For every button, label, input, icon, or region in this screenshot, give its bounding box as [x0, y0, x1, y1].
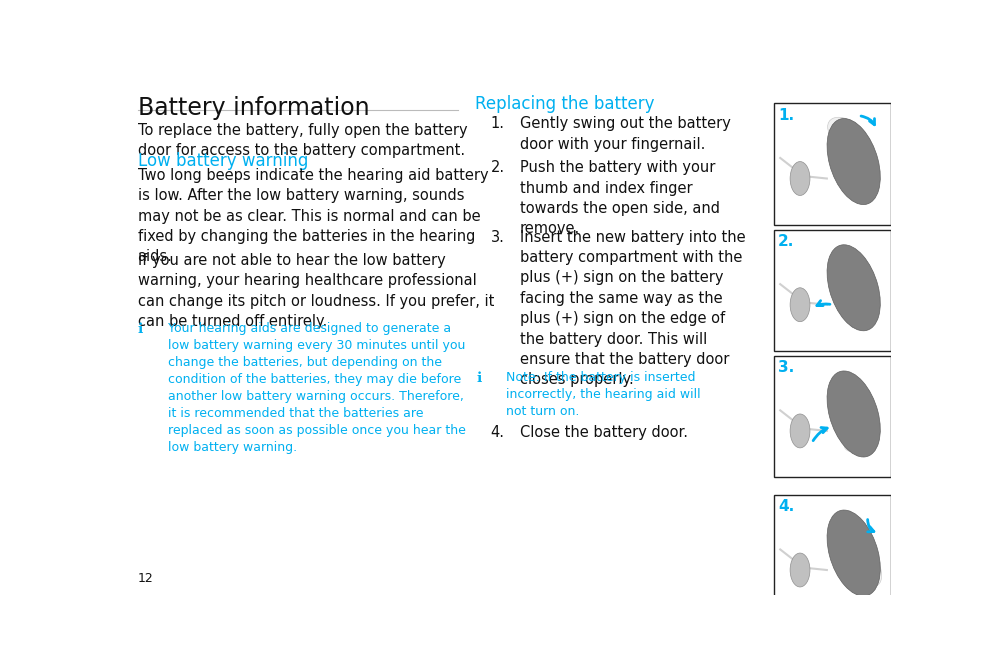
Text: To replace the battery, fully open the battery
door for access to the battery co: To replace the battery, fully open the b…: [138, 122, 467, 158]
FancyBboxPatch shape: [774, 495, 891, 616]
Ellipse shape: [828, 117, 868, 153]
FancyBboxPatch shape: [774, 229, 891, 351]
Text: Note: If the battery is inserted
incorrectly, the hearing aid will
not turn on.: Note: If the battery is inserted incorre…: [506, 371, 701, 418]
Text: 2.: 2.: [490, 160, 505, 175]
Ellipse shape: [790, 553, 810, 587]
Text: 1.: 1.: [490, 116, 505, 131]
Ellipse shape: [827, 371, 880, 457]
Ellipse shape: [827, 245, 880, 330]
Ellipse shape: [827, 118, 880, 205]
Text: Gently swing out the battery
door with your fingernail.: Gently swing out the battery door with y…: [520, 116, 731, 152]
Text: Low battery warning: Low battery warning: [138, 153, 308, 171]
Ellipse shape: [790, 288, 810, 322]
Ellipse shape: [848, 296, 878, 328]
FancyBboxPatch shape: [774, 356, 891, 477]
Ellipse shape: [790, 414, 810, 448]
Text: 3.: 3.: [778, 360, 794, 375]
Text: Your hearing aids are designed to generate a
low battery warning every 30 minute: Your hearing aids are designed to genera…: [168, 322, 466, 454]
Text: 12: 12: [138, 572, 153, 585]
Text: Push the battery with your
thumb and index finger
towards the open side, and
rem: Push the battery with your thumb and ind…: [520, 160, 720, 236]
Ellipse shape: [853, 545, 881, 586]
Text: If you are not able to hear the low battery
warning, your hearing healthcare pro: If you are not able to hear the low batt…: [138, 253, 494, 329]
Text: 2.: 2.: [778, 233, 795, 249]
Text: Insert the new battery into the
battery compartment with the
plus (+) sign on th: Insert the new battery into the battery …: [520, 229, 745, 387]
Text: ℹ: ℹ: [477, 371, 482, 385]
Text: 3.: 3.: [490, 229, 504, 245]
Text: Close the battery door.: Close the battery door.: [520, 425, 688, 440]
Text: 1.: 1.: [778, 108, 794, 122]
FancyBboxPatch shape: [774, 104, 891, 225]
Text: Replacing the battery: Replacing the battery: [475, 95, 654, 112]
Text: Battery information: Battery information: [138, 96, 369, 120]
Text: 4.: 4.: [778, 499, 794, 514]
Text: Two long beeps indicate the hearing aid battery
is low. After the low battery wa: Two long beeps indicate the hearing aid …: [138, 168, 488, 264]
Text: 13: 13: [863, 572, 879, 585]
Ellipse shape: [827, 510, 880, 596]
Text: ℹ: ℹ: [138, 322, 143, 337]
Text: 4.: 4.: [490, 425, 505, 440]
Ellipse shape: [790, 162, 810, 195]
Ellipse shape: [843, 420, 875, 452]
